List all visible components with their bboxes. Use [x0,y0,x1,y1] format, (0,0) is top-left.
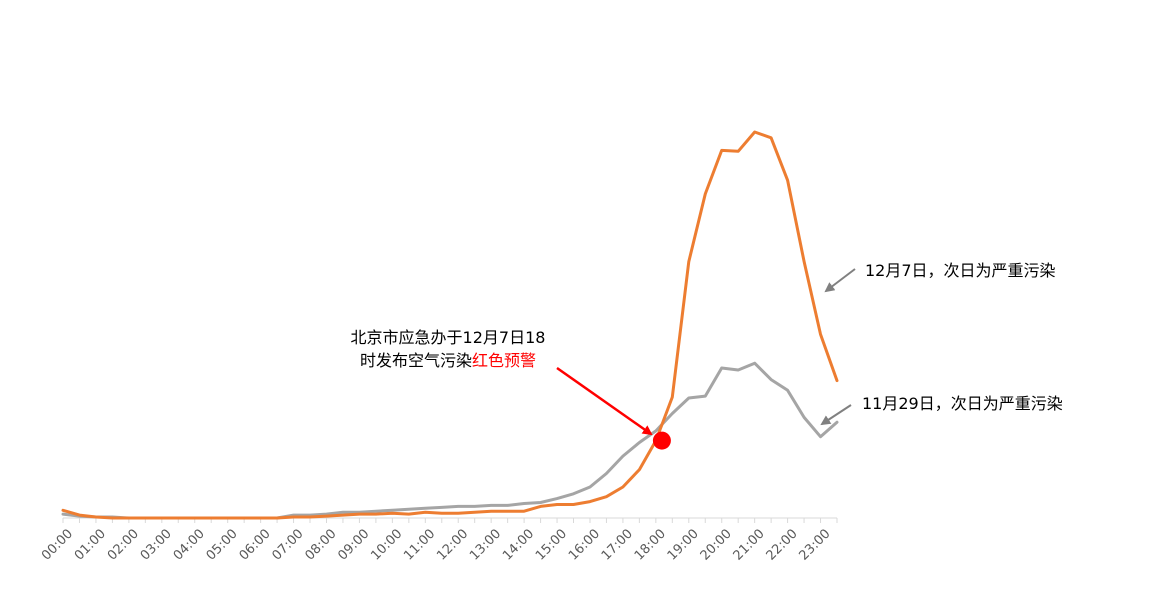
series-label-nov29-arrow [820,404,852,426]
x-tick-label: 21:00 [731,526,768,563]
series-layer [61,130,839,520]
x-tick-label: 19:00 [665,526,702,563]
x-tick-label: 16:00 [566,526,603,563]
warning-annotation-line1: 北京市应急办于12月7日18 [351,328,546,347]
x-tick-label: 10:00 [368,526,405,563]
warning-marker [652,431,671,450]
x-tick-label: 11:00 [401,526,438,563]
x-tick-label: 05:00 [204,526,241,563]
series-line-dec7 [61,130,839,520]
series-label-dec7: 12月7日，次日为严重污染 [824,261,1056,293]
x-tick-label: 06:00 [237,526,274,563]
x-tick-label: 02:00 [105,526,142,563]
warning-annotation: 北京市应急办于12月7日18 时发布空气污染红色预警 [351,328,653,436]
x-tick-label: 12:00 [434,526,471,563]
series-label-nov29-text: 11月29日，次日为严重污染 [862,394,1063,413]
x-tick-label: 20:00 [698,526,735,563]
x-tick-label: 15:00 [533,526,570,563]
series-line-nov29 [61,361,839,520]
x-tick-label: 14:00 [500,526,537,563]
x-axis: 00:0001:0002:0003:0004:0005:0006:0007:00… [39,517,838,564]
x-tick-label: 01:00 [72,526,109,563]
x-tick-label: 04:00 [171,526,208,563]
series-label-dec7-text: 12月7日，次日为严重污染 [865,261,1056,280]
warning-annotation-prefix: 时发布空气污染 [360,351,472,370]
series-label-dec7-arrow [824,268,856,293]
x-tick-label: 07:00 [270,526,307,563]
x-tick-label: 08:00 [302,526,339,563]
warning-annotation-line2: 时发布空气污染红色预警 [360,351,536,370]
x-tick-label: 13:00 [467,526,504,563]
x-tick-label: 22:00 [764,526,801,563]
warning-annotation-highlight: 红色预警 [472,351,536,370]
x-tick-label: 17:00 [599,526,636,563]
x-tick-label: 18:00 [632,526,669,563]
x-tick-label: 23:00 [796,526,833,563]
x-tick-label: 00:00 [39,526,76,563]
warning-arrow [556,366,653,436]
x-tick-label: 09:00 [335,526,372,563]
series-label-nov29: 11月29日，次日为严重污染 [820,394,1063,426]
x-tick-label: 03:00 [138,526,175,563]
